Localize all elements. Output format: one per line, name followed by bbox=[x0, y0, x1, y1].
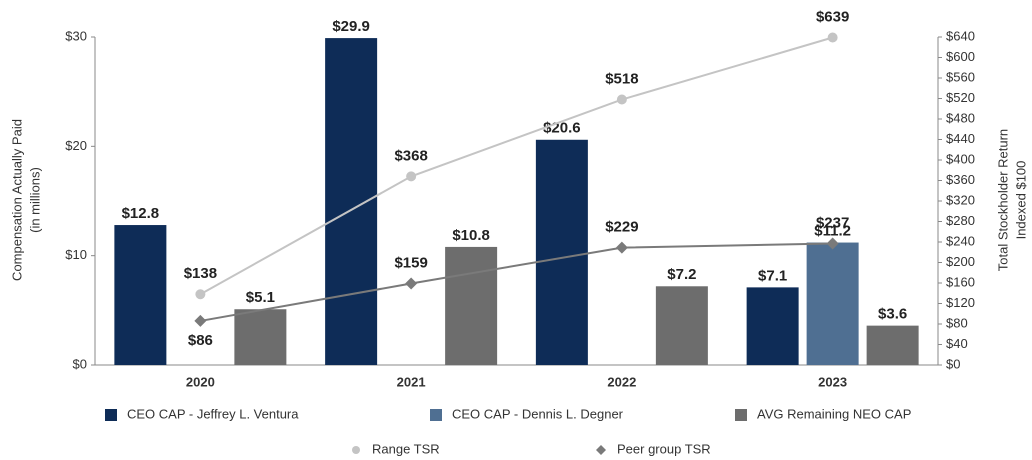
legend-label: CEO CAP - Jeffrey L. Ventura bbox=[127, 406, 299, 421]
bar bbox=[806, 242, 859, 365]
legend-label: Range TSR bbox=[372, 441, 440, 456]
bar bbox=[325, 38, 378, 366]
bar-value-label: $11.2 bbox=[814, 223, 851, 240]
point-value-label: $368 bbox=[394, 147, 427, 164]
bar bbox=[114, 225, 167, 365]
y2-axis-label: Total Stockholder Return bbox=[995, 129, 1010, 271]
point-value-label: $518 bbox=[605, 70, 638, 87]
marker bbox=[826, 237, 839, 250]
legend-label: AVG Remaining NEO CAP bbox=[757, 406, 911, 421]
bar-value-label: $5.1 bbox=[246, 289, 275, 306]
legend-swatch bbox=[105, 409, 117, 421]
marker bbox=[194, 314, 207, 327]
y-axis-label: Compensation Actually Paid bbox=[9, 119, 24, 281]
y2-tick-label: $280 bbox=[946, 213, 975, 228]
point-value-label: $639 bbox=[816, 8, 849, 25]
bar bbox=[866, 325, 919, 365]
bar bbox=[234, 309, 287, 365]
legend-label: CEO CAP - Dennis L. Degner bbox=[452, 406, 624, 421]
legend-swatch bbox=[352, 446, 360, 454]
y2-tick-label: $520 bbox=[946, 90, 975, 105]
line bbox=[199, 36, 833, 296]
bar-value-label: $7.1 bbox=[758, 267, 787, 284]
y2-tick-label: $600 bbox=[946, 49, 975, 64]
x-tick-label: 2023 bbox=[818, 374, 847, 389]
y2-tick-label: $560 bbox=[946, 69, 975, 84]
bar bbox=[655, 286, 708, 365]
y2-tick-label: $240 bbox=[946, 233, 975, 248]
legend-swatch bbox=[596, 445, 606, 455]
point-value-label: $159 bbox=[394, 254, 427, 271]
marker bbox=[616, 94, 627, 105]
bar-value-label: $7.2 bbox=[667, 266, 696, 283]
y2-tick-label: $80 bbox=[946, 315, 968, 330]
y2-tick-label: $360 bbox=[946, 172, 975, 187]
point-value-label: $237 bbox=[816, 215, 849, 232]
y-tick-label: $20 bbox=[65, 138, 87, 153]
y-tick-label: $10 bbox=[65, 247, 87, 262]
point-value-label: $229 bbox=[605, 219, 638, 236]
bar bbox=[445, 246, 498, 365]
y2-tick-label: $480 bbox=[946, 110, 975, 125]
y2-tick-label: $320 bbox=[946, 192, 975, 207]
bar-value-label: $3.6 bbox=[878, 306, 907, 323]
legend-label: Peer group TSR bbox=[617, 441, 711, 456]
y-tick-label: $30 bbox=[65, 28, 87, 43]
y2-tick-label: $0 bbox=[946, 356, 960, 371]
point-value-label: $86 bbox=[188, 332, 213, 349]
legend-swatch bbox=[430, 409, 442, 421]
y2-tick-label: $120 bbox=[946, 295, 975, 310]
y2-axis-label: Indexed $100 bbox=[1013, 161, 1028, 240]
y-tick-label: $0 bbox=[73, 356, 87, 371]
y2-tick-label: $400 bbox=[946, 151, 975, 166]
bar bbox=[535, 139, 588, 365]
point-value-label: $138 bbox=[184, 265, 217, 282]
bar-value-label: $29.9 bbox=[332, 18, 370, 35]
y2-tick-label: $40 bbox=[946, 336, 968, 351]
marker bbox=[405, 277, 418, 290]
marker bbox=[406, 171, 417, 182]
bar bbox=[746, 287, 799, 365]
legend-swatch bbox=[735, 409, 747, 421]
marker bbox=[615, 241, 628, 254]
y2-tick-label: $160 bbox=[946, 274, 975, 289]
line bbox=[200, 242, 833, 322]
x-tick-label: 2021 bbox=[397, 374, 426, 389]
marker bbox=[195, 289, 206, 300]
y-axis-label: (in millions) bbox=[27, 167, 42, 233]
marker bbox=[827, 32, 838, 43]
y2-tick-label: $640 bbox=[946, 28, 975, 43]
x-tick-label: 2022 bbox=[607, 374, 636, 389]
bar-value-label: $12.8 bbox=[122, 205, 160, 222]
y2-tick-label: $200 bbox=[946, 254, 975, 269]
y2-tick-label: $440 bbox=[946, 131, 975, 146]
bar-value-label: $10.8 bbox=[452, 227, 490, 244]
x-tick-label: 2020 bbox=[186, 374, 215, 389]
